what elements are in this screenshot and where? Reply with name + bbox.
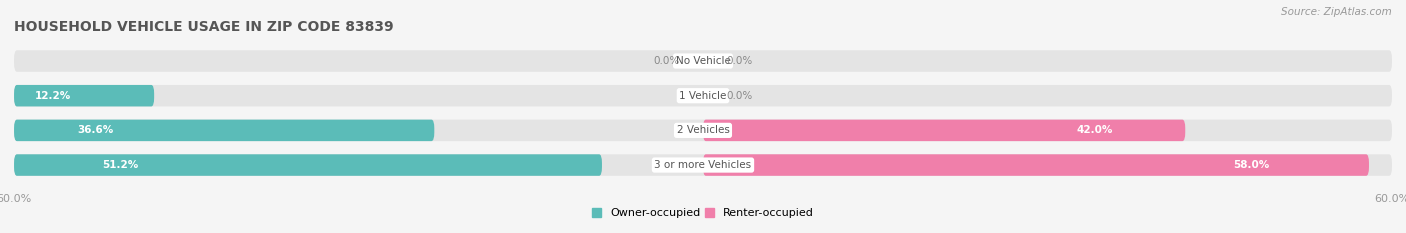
Text: 1 Vehicle: 1 Vehicle bbox=[679, 91, 727, 101]
FancyBboxPatch shape bbox=[703, 154, 1369, 176]
FancyBboxPatch shape bbox=[14, 85, 1392, 106]
FancyBboxPatch shape bbox=[14, 154, 602, 176]
Text: 2 Vehicles: 2 Vehicles bbox=[676, 125, 730, 135]
Text: 51.2%: 51.2% bbox=[103, 160, 139, 170]
FancyBboxPatch shape bbox=[14, 154, 1392, 176]
Text: 42.0%: 42.0% bbox=[1077, 125, 1114, 135]
Legend: Owner-occupied, Renter-occupied: Owner-occupied, Renter-occupied bbox=[592, 208, 814, 218]
FancyBboxPatch shape bbox=[14, 50, 1392, 72]
FancyBboxPatch shape bbox=[14, 120, 434, 141]
FancyBboxPatch shape bbox=[703, 120, 1185, 141]
Text: Source: ZipAtlas.com: Source: ZipAtlas.com bbox=[1281, 7, 1392, 17]
Text: 0.0%: 0.0% bbox=[725, 56, 752, 66]
Text: No Vehicle: No Vehicle bbox=[675, 56, 731, 66]
Text: 0.0%: 0.0% bbox=[654, 56, 681, 66]
Text: 36.6%: 36.6% bbox=[77, 125, 114, 135]
FancyBboxPatch shape bbox=[14, 120, 1392, 141]
Text: 0.0%: 0.0% bbox=[725, 91, 752, 101]
Text: 12.2%: 12.2% bbox=[35, 91, 72, 101]
Text: 3 or more Vehicles: 3 or more Vehicles bbox=[654, 160, 752, 170]
FancyBboxPatch shape bbox=[14, 85, 155, 106]
Text: HOUSEHOLD VEHICLE USAGE IN ZIP CODE 83839: HOUSEHOLD VEHICLE USAGE IN ZIP CODE 8383… bbox=[14, 20, 394, 34]
Text: 58.0%: 58.0% bbox=[1233, 160, 1270, 170]
